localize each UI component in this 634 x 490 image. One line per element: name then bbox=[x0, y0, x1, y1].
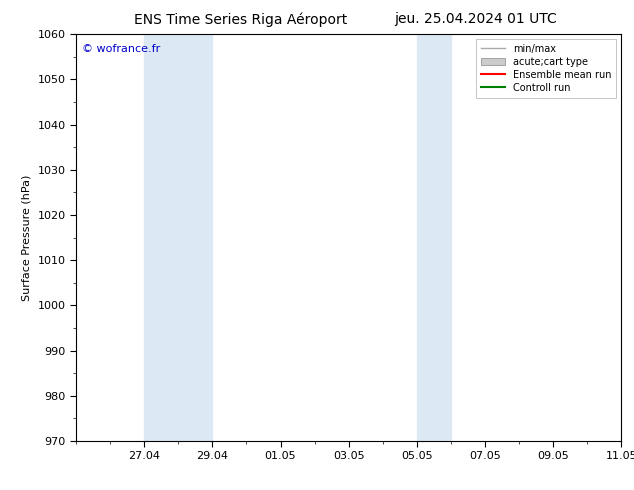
Y-axis label: Surface Pressure (hPa): Surface Pressure (hPa) bbox=[22, 174, 32, 301]
Bar bbox=[144, 34, 212, 441]
Text: © wofrance.fr: © wofrance.fr bbox=[82, 45, 160, 54]
Text: ENS Time Series Riga Aéroport: ENS Time Series Riga Aéroport bbox=[134, 12, 347, 27]
Bar bbox=[417, 34, 451, 441]
Legend: min/max, acute;cart type, Ensemble mean run, Controll run: min/max, acute;cart type, Ensemble mean … bbox=[476, 39, 616, 98]
Text: jeu. 25.04.2024 01 UTC: jeu. 25.04.2024 01 UTC bbox=[394, 12, 557, 26]
